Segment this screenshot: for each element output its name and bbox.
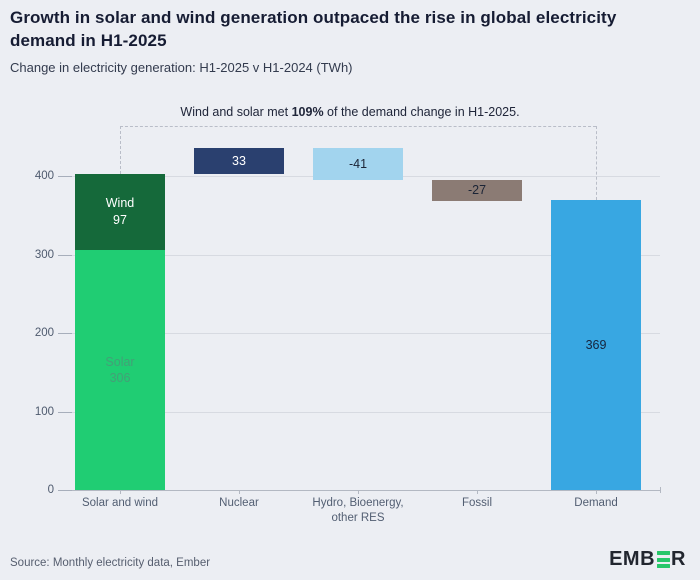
gridline-200	[62, 333, 660, 334]
bar-segment-nuclear: 33	[194, 147, 284, 174]
x-axis-label-2: Hydro, Bioenergy, other RES	[312, 497, 404, 524]
category-tick-1	[239, 490, 240, 494]
y-axis-tick-0	[58, 490, 72, 491]
bar-value-label-wind: Wind 97	[105, 196, 135, 227]
x-axis-label-0: Solar and wind	[81, 497, 159, 509]
category-tick-2	[358, 490, 359, 494]
bar-value-label-demand: 369	[585, 338, 607, 353]
y-axis-tick-100	[58, 411, 72, 413]
bar-value-label-hydro-bioenergy-other-res: -41	[348, 156, 368, 171]
category-tick-3	[477, 490, 478, 494]
annotation-prefix: Wind and solar met	[180, 105, 292, 119]
source-text: Source: Monthly electricity data, Ember	[10, 557, 211, 569]
bar-value-label-fossil: -27	[467, 183, 487, 198]
bracket-left-line	[120, 126, 121, 174]
y-axis-label-200: 200	[34, 327, 54, 339]
y-axis-tick-400	[58, 176, 72, 177]
ember-logo: EMB R	[609, 548, 686, 571]
y-axis-tick-300	[58, 254, 72, 256]
bar-segment-solar: Solar 306	[75, 249, 165, 490]
axis-end-tick	[660, 487, 661, 493]
annotation-suffix: of the demand change in H1-2025.	[323, 105, 520, 119]
bracket-top-line	[120, 126, 596, 127]
bracket-right-line	[596, 126, 597, 201]
page-subtitle: Change in electricity generation: H1-202…	[10, 60, 353, 75]
gridline-300	[62, 254, 660, 256]
bar-value-label-solar: Solar 306	[105, 354, 135, 385]
gridline-100	[62, 411, 660, 413]
bar-segment-demand: 369	[551, 200, 641, 490]
bar-value-label-nuclear: 33	[232, 153, 246, 168]
x-axis-label-3: Fossil	[461, 497, 493, 509]
x-axis-label-1: Nuclear	[219, 497, 259, 509]
page-title: Growth in solar and wind generation outp…	[10, 8, 617, 51]
category-tick-0	[120, 490, 121, 494]
y-axis-label-0: 0	[47, 484, 54, 496]
bar-segment-hydro-bioenergy-other-res: -41	[313, 147, 403, 180]
bar-segment-fossil: -27	[432, 179, 522, 202]
x-axis-label-4: Demand	[574, 497, 618, 509]
category-tick-4	[596, 490, 597, 494]
y-axis-tick-200	[58, 333, 72, 334]
y-axis-label-300: 300	[34, 248, 54, 261]
ember-logo-e-bars-icon	[656, 550, 670, 570]
annotation-text: Wind and solar met 109% of the demand ch…	[0, 105, 700, 119]
y-axis-label-100: 100	[34, 405, 54, 418]
annotation-percentage: 109%	[291, 105, 324, 119]
gridline-0	[62, 490, 660, 491]
ember-logo-text-emb: EMB	[609, 548, 656, 570]
y-axis-label-400: 400	[34, 170, 54, 182]
ember-logo-text-r: R	[671, 548, 686, 570]
bar-segment-wind: Wind 97	[75, 173, 165, 250]
